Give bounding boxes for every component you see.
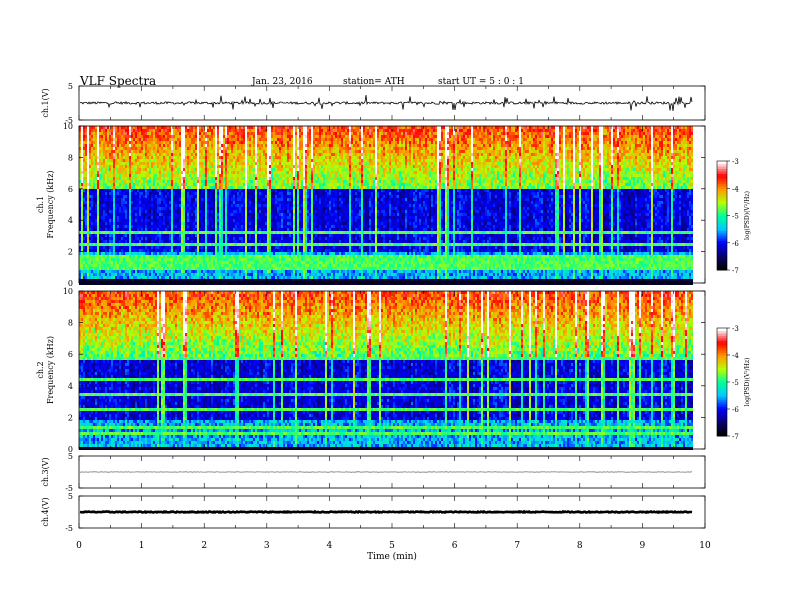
ch2-spectrogram-y-tick-label: 2 — [68, 413, 73, 422]
time-axis: 0 1 2 3 4 5 6 7 8 9 10 Time (min) — [76, 541, 711, 562]
ch1-spectrogram-y-tick-label: 8 — [68, 153, 73, 162]
x-tick-label: 8 — [577, 541, 583, 551]
ch4-waveform-y-label: ch.4(V) — [41, 497, 50, 526]
ch4-waveform-y-tick-label: -5 — [65, 524, 73, 533]
ch3-waveform-y-label: ch.3(V) — [41, 457, 50, 486]
ch2-spectrogram-colorbar-tick-label: -6 — [732, 406, 739, 414]
panel-ch1-waveform: 5-5ch.1(V) — [41, 82, 705, 125]
ch1-waveform-y-label: ch.1(V) — [41, 88, 50, 117]
ch2-spectrogram-colorbar: -3 -4 -5 -6 -7 log(PSD)(V²/Hz) — [717, 325, 751, 441]
station-label: station= ATH — [343, 77, 405, 87]
x-tick-label: 5 — [389, 541, 395, 551]
ch2-spectrogram-y-tick-label: 8 — [68, 319, 73, 328]
x-tick-label: 0 — [76, 541, 82, 551]
ch1-spectrogram-y-label: ch.1 — [36, 196, 45, 213]
ch1-spectrogram-colorbar-tick-label: -7 — [732, 267, 739, 275]
panels: 5-5ch.1(V)-3-4-5-6-7log(PSD)(V²/Hz)02468… — [36, 82, 751, 533]
ch1-spectrogram-y-tick-label: 2 — [68, 248, 73, 257]
ch2-spectrogram-y-label: Frequency (kHz) — [46, 336, 55, 404]
ch2-spectrogram-y-tick-label: 6 — [68, 350, 73, 359]
ch1-spectrogram-colorbar-tick-label: -4 — [732, 185, 739, 193]
ch2-spectrogram-y-tick-label: 4 — [68, 382, 73, 391]
ch4-waveform-y-tick-label: 5 — [68, 492, 73, 501]
start-time-label: start UT = 5 : 0 : 1 — [438, 77, 524, 87]
ch4-waveform-trace — [80, 512, 692, 513]
ch1-waveform-trace — [80, 95, 692, 111]
x-tick-label: 7 — [514, 541, 520, 551]
panel-ch3-waveform: 5-5ch.3(V) — [41, 452, 705, 493]
ch1-spectrogram-y-tick-label: 6 — [68, 185, 73, 194]
panel-ch4-waveform: 5 -5 ch.4(V) — [41, 492, 705, 533]
ch2-spectrogram-image — [79, 291, 693, 450]
ch2-spectrogram-y-label: ch.2 — [36, 361, 45, 378]
ch2-spectrogram-colorbar-tick-label: -7 — [732, 433, 739, 441]
date-label: Jan. 23, 2016 — [251, 77, 313, 87]
ch2-spectrogram-colorbar-tick-label: -3 — [732, 325, 739, 333]
x-tick-label: 1 — [139, 541, 145, 551]
x-axis-label: Time (min) — [367, 551, 417, 562]
ch2-spectrogram-colorbar-tick-label: -5 — [732, 379, 739, 387]
ch1-spectrogram-colorbar: -3 -4 -5 -6 -7 log(PSD)(V²/Hz) — [717, 158, 751, 275]
ch1-waveform-y-tick-label: 5 — [68, 82, 73, 91]
ch1-spectrogram-colorbar-label: log(PSD)(V²/Hz) — [744, 191, 751, 240]
ch1-spectrogram-y-tick-label: 10 — [63, 122, 73, 131]
ch2-spectrogram-colorbar-label: log(PSD)(V²/Hz) — [744, 358, 751, 407]
ch2-spectrogram-y-tick-label: 10 — [63, 287, 73, 296]
x-tick-label: 2 — [201, 541, 207, 551]
ch1-spectrogram-y-label: Frequency (kHz) — [46, 170, 55, 238]
ch1-spectrogram-colorbar-tick-label: -6 — [732, 240, 739, 248]
x-tick-label: 3 — [264, 541, 270, 551]
x-tick-label: 4 — [327, 541, 333, 551]
vlf-spectra-figure: VLF Spectra Jan. 23, 2016 station= ATH s… — [0, 0, 792, 612]
ch1-spectrogram-y-tick-label: 4 — [68, 216, 73, 225]
ch1-spectrogram-colorbar-tick-label: -5 — [732, 213, 739, 221]
x-tick-label: 9 — [640, 541, 646, 551]
ch3-waveform-trace — [80, 472, 692, 473]
x-tick-label: 10 — [699, 541, 711, 551]
ch2-spectrogram-colorbar-tick-label: -4 — [732, 352, 739, 360]
ch1-spectrogram-colorbar-tick-label: -3 — [732, 158, 739, 166]
x-tick-label: 6 — [452, 541, 458, 551]
ch3-waveform-y-tick-label: 5 — [68, 452, 73, 461]
ch1-spectrogram-image — [79, 126, 693, 285]
